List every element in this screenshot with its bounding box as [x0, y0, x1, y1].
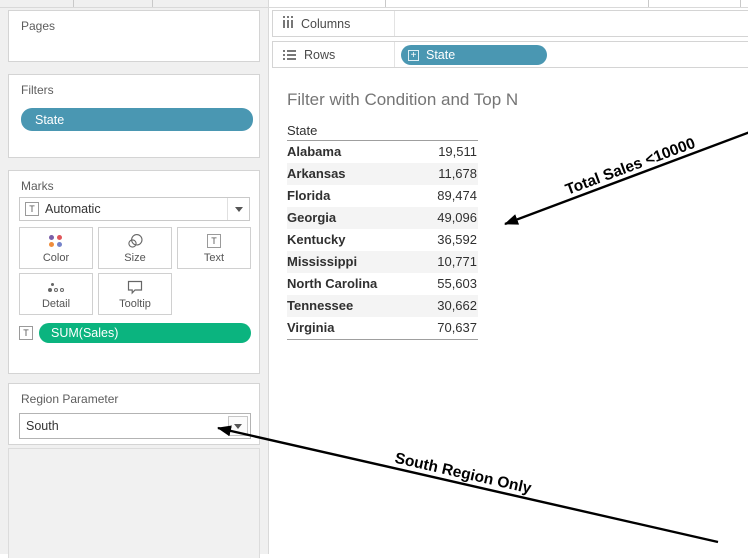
value-cell[interactable]: 19,511: [438, 144, 477, 159]
table-row[interactable]: North Carolina 55,603: [287, 273, 478, 295]
table-row[interactable]: Kentucky 36,592: [287, 229, 478, 251]
sheet-title: Filter with Condition and Top N: [287, 90, 519, 109]
size-button-label: Size: [124, 252, 146, 264]
toolbar-divider-tick: [73, 0, 74, 7]
marks-card: Marks T Automatic Color Size T: [8, 170, 260, 374]
detail-button-label: Detail: [41, 298, 71, 310]
color-button[interactable]: Color: [19, 227, 93, 269]
text-button-label: Text: [203, 252, 225, 264]
columns-shelf[interactable]: Columns: [272, 10, 748, 37]
columns-icon: [283, 15, 293, 28]
text-mark-icon: T: [25, 202, 39, 216]
table-row[interactable]: Tennessee 30,662: [287, 295, 478, 317]
region-parameter-value: South: [26, 419, 59, 433]
expand-icon: +: [408, 49, 419, 61]
parameter-panel-empty-area: [8, 448, 260, 558]
table-row[interactable]: Mississippi 10,771: [287, 251, 478, 273]
mark-type-caret-button[interactable]: [227, 198, 249, 220]
value-cell[interactable]: 30,662: [437, 298, 477, 313]
annotation-text-bottom: South Region Only: [393, 450, 533, 498]
text-encoding-icon: T: [19, 326, 33, 340]
region-parameter-card: Region Parameter South: [8, 383, 260, 445]
rows-shelf[interactable]: Rows + State: [272, 41, 748, 68]
color-button-label: Color: [42, 252, 70, 264]
table-row[interactable]: Florida 89,474: [287, 185, 478, 207]
annotation-arrow-bottom: [217, 425, 719, 544]
filters-shelf[interactable]: Filters State: [8, 74, 260, 158]
detail-icon: [48, 278, 64, 296]
shelf-divider: [394, 42, 395, 67]
text-button[interactable]: T Text: [177, 227, 251, 269]
pages-shelf[interactable]: Pages: [8, 10, 260, 62]
value-cell[interactable]: 55,603: [437, 276, 477, 291]
table-header-state[interactable]: State: [287, 121, 478, 141]
region-parameter-caret-button[interactable]: [228, 416, 248, 436]
toolbar-bottom-divider: [0, 7, 748, 8]
toolbar-divider-tick: [648, 0, 649, 7]
size-button[interactable]: Size: [98, 227, 172, 269]
state-cell[interactable]: Florida: [287, 188, 331, 203]
marks-label: Marks: [21, 179, 54, 193]
color-icon: [49, 232, 63, 250]
value-cell[interactable]: 36,592: [437, 232, 477, 247]
size-icon: [126, 232, 144, 250]
rows-pill-state[interactable]: + State: [401, 45, 547, 65]
state-cell[interactable]: Mississippi: [287, 254, 358, 269]
pages-label: Pages: [21, 19, 56, 33]
table-row[interactable]: Georgia 49,096: [287, 207, 478, 229]
state-cell[interactable]: Arkansas: [287, 166, 346, 181]
tooltip-button-label: Tooltip: [119, 298, 151, 310]
state-cell[interactable]: Georgia: [287, 210, 337, 225]
toolbar-divider-tick: [740, 0, 741, 7]
marks-buttons: Color Size T Text Detail: [19, 227, 251, 319]
filter-pill-label: State: [35, 112, 65, 127]
filters-label: Filters: [21, 83, 54, 97]
table-body: Alabama 19,511 Arkansas 11,678 Florida 89,4…: [287, 141, 478, 340]
state-cell[interactable]: Tennessee: [287, 298, 354, 313]
detail-button[interactable]: Detail: [19, 273, 93, 315]
sum-sales-pill-label: SUM(Sales): [51, 326, 119, 340]
sum-sales-pill[interactable]: SUM(Sales): [39, 323, 251, 343]
rows-shelf-label: Rows: [304, 47, 336, 62]
chevron-down-icon: [234, 423, 242, 429]
value-cell[interactable]: 10,771: [437, 254, 477, 269]
value-cell[interactable]: 70,637: [437, 320, 477, 335]
annotation-arrow-top: [504, 131, 748, 226]
chevron-down-icon: [234, 206, 243, 212]
rows-pill-label: State: [426, 48, 456, 62]
value-cell[interactable]: 49,096: [437, 210, 477, 225]
tooltip-button[interactable]: Tooltip: [98, 273, 172, 315]
table-row[interactable]: Alabama 19,511: [287, 141, 478, 163]
mark-type-dropdown[interactable]: T Automatic: [19, 197, 250, 221]
state-cell[interactable]: Virginia: [287, 320, 335, 335]
region-parameter-label: Region Parameter: [21, 392, 119, 406]
annotation-text-top: Total Sales <10000: [563, 135, 697, 199]
toolbar-divider-tick: [152, 0, 153, 7]
state-sales-table: State Alabama 19,511 Arkansas 11,678 Flori…: [287, 121, 478, 340]
filter-pill-state[interactable]: State: [21, 108, 253, 131]
state-cell[interactable]: North Carolina: [287, 276, 378, 291]
state-cell[interactable]: Alabama: [287, 144, 342, 159]
region-parameter-combobox[interactable]: South: [19, 413, 251, 439]
rows-icon: [283, 49, 296, 60]
text-icon: T: [207, 232, 221, 250]
tooltip-icon: [126, 278, 144, 296]
toolbar-divider-tick: [385, 0, 386, 7]
value-cell[interactable]: 89,474: [437, 188, 477, 203]
columns-shelf-label: Columns: [301, 16, 351, 31]
shelf-divider: [394, 11, 395, 36]
table-row[interactable]: Virginia 70,637: [287, 317, 478, 339]
value-cell[interactable]: 11,678: [438, 166, 477, 181]
text-encoding-row: T SUM(Sales): [19, 323, 251, 343]
table-row[interactable]: Arkansas 11,678: [287, 163, 478, 185]
state-cell[interactable]: Kentucky: [287, 232, 346, 247]
mark-type-value: Automatic: [45, 202, 101, 216]
